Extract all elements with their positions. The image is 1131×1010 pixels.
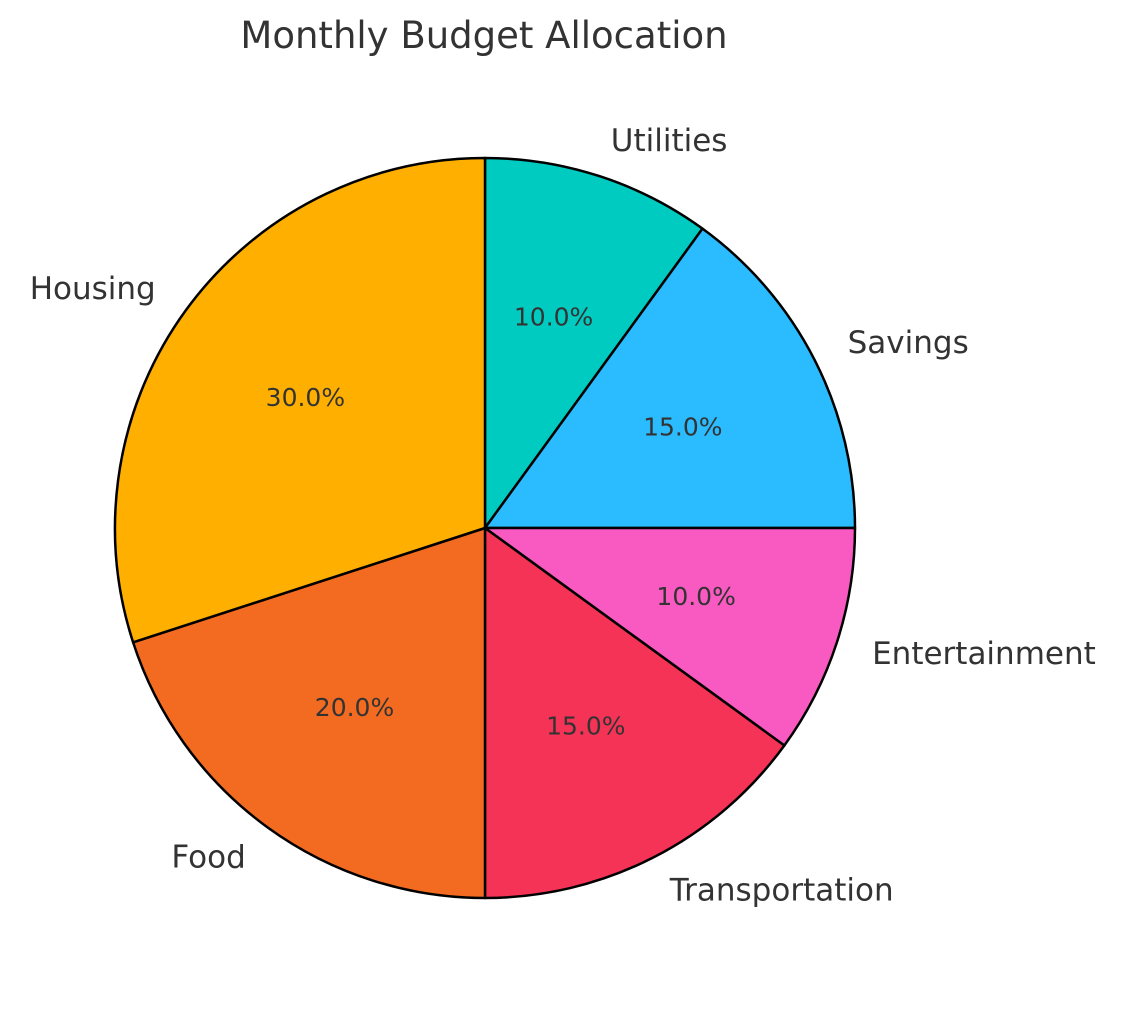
pie-slice-entertainment — [483, 526, 857, 747]
pct-label-food: 20.0% — [315, 693, 394, 722]
category-label-savings: Savings — [848, 325, 969, 361]
pie-slice-utilities — [483, 156, 704, 530]
pct-label-housing: 30.0% — [266, 383, 345, 412]
pie-slice-food — [131, 526, 487, 900]
pie-slice-housing — [113, 156, 487, 644]
pie-labels: 10.0% Utilities 15.0% Savings 10.0% Entertain… — [30, 123, 1096, 909]
category-label-food: Food — [171, 839, 245, 875]
category-label-housing: Housing — [30, 271, 156, 307]
pct-label-utilities: 10.0% — [514, 302, 593, 331]
chart-title: Monthly Budget Allocation — [240, 14, 728, 57]
pie-slice-transportation — [483, 526, 786, 900]
pct-label-savings: 15.0% — [643, 413, 722, 442]
category-label-utilities: Utilities — [611, 123, 728, 159]
pct-label-transportation: 15.0% — [546, 711, 625, 740]
pie-slices — [113, 156, 857, 900]
category-label-transportation: Transportation — [669, 873, 894, 909]
pie-slice-savings — [483, 227, 857, 530]
category-label-entertainment: Entertainment — [872, 636, 1096, 672]
pct-label-entertainment: 10.0% — [656, 582, 735, 611]
